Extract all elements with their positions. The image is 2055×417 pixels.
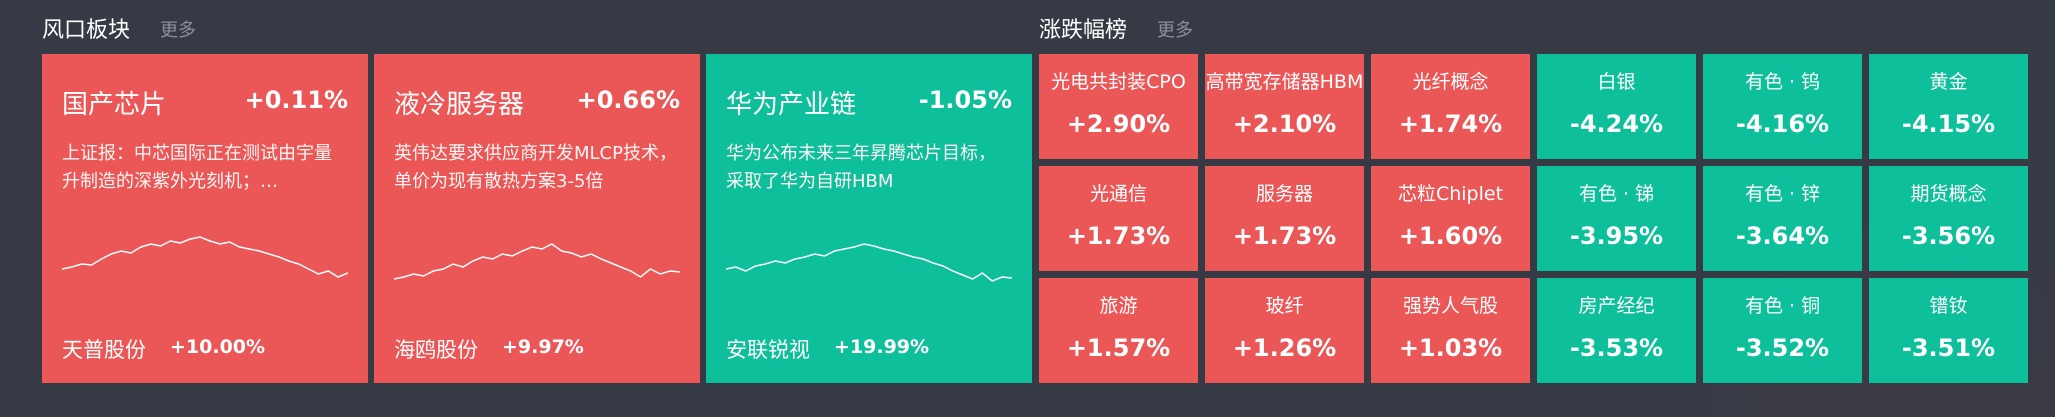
tile-name: 服务器 (1255, 183, 1313, 205)
sector-card[interactable]: 国产芯片 +0.11% 上证报：中芯国际正在测试由宇量升制造的深紫外光刻机；… 天普股… (42, 54, 368, 383)
lead-stock-name: 天普股份 (62, 338, 146, 362)
ranking-tile[interactable]: 有色 · 钨 -4.16% (1703, 54, 1862, 159)
sector-change: -1.05% (918, 86, 1012, 114)
lead-stock-name: 安联锐视 (726, 338, 810, 362)
tile-change: -3.51% (1901, 334, 1996, 362)
ranking-tile[interactable]: 芯粒Chiplet +1.60% (1371, 166, 1530, 271)
lead-stock-change: +10.00% (170, 336, 266, 358)
tile-change: +1.73% (1232, 222, 1337, 250)
more-link[interactable]: 更多 (160, 20, 196, 41)
ranking-tile[interactable]: 期货概念 -3.56% (1869, 166, 2028, 271)
tile-name: 有色 · 锌 (1744, 183, 1821, 205)
sparkline-chart (726, 243, 1012, 282)
tile-change: +2.10% (1232, 110, 1337, 138)
lead-stock-change: +19.99% (834, 336, 930, 358)
tile-change: +1.57% (1066, 334, 1171, 362)
ranking-tile[interactable]: 有色 · 铜 -3.52% (1703, 278, 1862, 383)
sector-name: 华为产业链 (726, 90, 857, 120)
tile-name: 有色 · 锑 (1578, 183, 1655, 205)
tile-change: -3.95% (1569, 222, 1664, 250)
ranking-tile[interactable]: 强势人气股 +1.03% (1371, 278, 1530, 383)
sector-description: 上证报：中芯国际正在测试由宇量升制造的深紫外光刻机；… (62, 143, 332, 192)
tile-change: +2.90% (1066, 110, 1171, 138)
ranking-tile[interactable]: 服务器 +1.73% (1205, 166, 1364, 271)
tile-change: -4.24% (1569, 110, 1664, 138)
ranking-tile[interactable]: 白银 -4.24% (1537, 54, 1696, 159)
sector-card[interactable]: 液冷服务器 +0.66% 英伟达要求供应商开发MLCP技术，单价为现有散热方案3-5… (374, 54, 700, 383)
ranking-tile[interactable]: 旅游 +1.57% (1039, 278, 1198, 383)
sector-name: 国产芯片 (62, 90, 167, 120)
ranking-tile[interactable]: 有色 · 锌 -3.64% (1703, 166, 1862, 271)
tile-name: 光纤概念 (1412, 71, 1489, 93)
tile-name: 高带宽存储器HBM (1205, 71, 1364, 93)
section-title: 涨跌幅榜 (1039, 18, 1128, 43)
sparkline (62, 236, 348, 278)
more-link[interactable]: 更多 (1157, 20, 1193, 41)
ranking-tile[interactable]: 黄金 -4.15% (1869, 54, 2028, 159)
tile-name: 白银 (1597, 71, 1636, 93)
tile-name: 芯粒Chiplet (1397, 183, 1504, 205)
tile-change: -4.15% (1901, 110, 1996, 138)
tile-change: -3.52% (1735, 334, 1830, 362)
sector-description: 华为公布未来三年昇腾芯片目标，采取了华为自研HBM (726, 143, 996, 192)
tile-change: +1.26% (1232, 334, 1337, 362)
tile-name: 黄金 (1929, 71, 1968, 93)
sector-change: +0.11% (244, 86, 348, 114)
tile-change: -3.56% (1901, 222, 1996, 250)
tile-name: 房产经纪 (1578, 295, 1655, 317)
ranking-tile[interactable]: 光通信 +1.73% (1039, 166, 1198, 271)
sector-name: 液冷服务器 (394, 90, 525, 120)
tile-change: -4.16% (1735, 110, 1830, 138)
tile-name: 光通信 (1089, 183, 1147, 205)
section-title: 风口板块 (42, 18, 131, 43)
sparkline-chart (394, 243, 680, 280)
tile-name: 旅游 (1099, 295, 1138, 317)
sparkline (726, 243, 1012, 282)
ranking-tile[interactable]: 房产经纪 -3.53% (1537, 278, 1696, 383)
sector-card[interactable]: 华为产业链 -1.05% 华为公布未来三年昇腾芯片目标，采取了华为自研HBM 安联锐视… (706, 54, 1032, 383)
tile-change: +1.73% (1066, 222, 1171, 250)
ranking-tile[interactable]: 高带宽存储器HBM +2.10% (1205, 54, 1364, 159)
tile-change: -3.64% (1735, 222, 1830, 250)
tile-change: +1.03% (1398, 334, 1503, 362)
ranking-tile[interactable]: 光电共封装CPO +2.90% (1039, 54, 1198, 159)
tile-name: 玻纤 (1265, 295, 1304, 317)
tile-name: 强势人气股 (1402, 295, 1498, 317)
tile-name: 期货概念 (1910, 183, 1987, 205)
sparkline-chart (62, 236, 348, 278)
lead-stock-change: +9.97% (502, 336, 584, 358)
lead-stock-name: 海鸥股份 (394, 338, 478, 362)
tile-name: 有色 · 钨 (1744, 71, 1821, 93)
tile-change: -3.53% (1569, 334, 1664, 362)
tile-name: 光电共封装CPO (1051, 71, 1186, 93)
tile-name: 镨钕 (1929, 295, 1968, 317)
tile-change: +1.60% (1398, 222, 1503, 250)
ranking-tile[interactable]: 光纤概念 +1.74% (1371, 54, 1530, 159)
ranking-tile[interactable]: 玻纤 +1.26% (1205, 278, 1364, 383)
ranking-tile[interactable]: 有色 · 锑 -3.95% (1537, 166, 1696, 271)
sparkline (394, 243, 680, 280)
tile-change: +1.74% (1398, 110, 1503, 138)
tile-name: 有色 · 铜 (1744, 295, 1821, 317)
sector-change: +0.66% (576, 86, 680, 114)
sector-description: 英伟达要求供应商开发MLCP技术，单价为现有散热方案3-5倍 (394, 143, 677, 192)
ranking-tile[interactable]: 镨钕 -3.51% (1869, 278, 2028, 383)
